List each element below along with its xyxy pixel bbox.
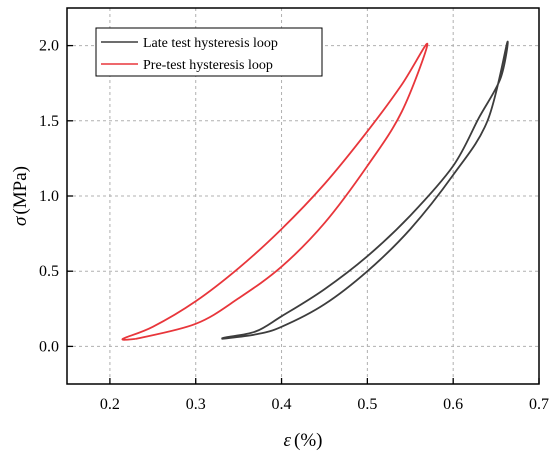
series-line-late-test xyxy=(220,40,509,340)
x-tick-label: 0.6 xyxy=(443,396,463,413)
legend-box xyxy=(95,27,323,77)
x-axis-unit: (%) xyxy=(294,430,322,451)
x-axis-label: ε (%) xyxy=(284,430,323,451)
y-tick-label: 0.0 xyxy=(39,338,59,355)
series-line-pre-test xyxy=(121,43,429,341)
ticks xyxy=(67,44,540,384)
y-tick-label: 2.0 xyxy=(39,38,59,55)
y-tick-label: 1.0 xyxy=(39,188,59,205)
x-tick-label: 0.7 xyxy=(529,396,549,413)
legend: Late test hysteresis loop Pre-test hyste… xyxy=(95,27,323,77)
y-axis-unit: (MPa) xyxy=(10,166,31,215)
y-tick-label: 0.5 xyxy=(39,263,59,280)
legend-label-late: Late test hysteresis loop xyxy=(143,36,278,51)
y-tick-label: 1.5 xyxy=(39,113,59,130)
y-axis-symbol: σ xyxy=(10,216,31,226)
x-tick-label: 0.5 xyxy=(357,396,377,413)
x-tick-label: 0.4 xyxy=(272,396,292,413)
y-tick-labels: 0.0 0.5 1.0 1.5 2.0 xyxy=(39,38,59,356)
y-axis-label: σ(MPa) xyxy=(10,166,31,226)
legend-label-pre: Pre-test hysteresis loop xyxy=(143,58,273,73)
x-tick-labels: 0.2 0.3 0.4 0.5 0.6 0.7 xyxy=(100,396,549,413)
x-tick-label: 0.2 xyxy=(100,396,120,413)
x-tick-label: 0.3 xyxy=(186,396,206,413)
x-axis-symbol: ε xyxy=(284,430,292,451)
series-layer xyxy=(121,40,509,341)
